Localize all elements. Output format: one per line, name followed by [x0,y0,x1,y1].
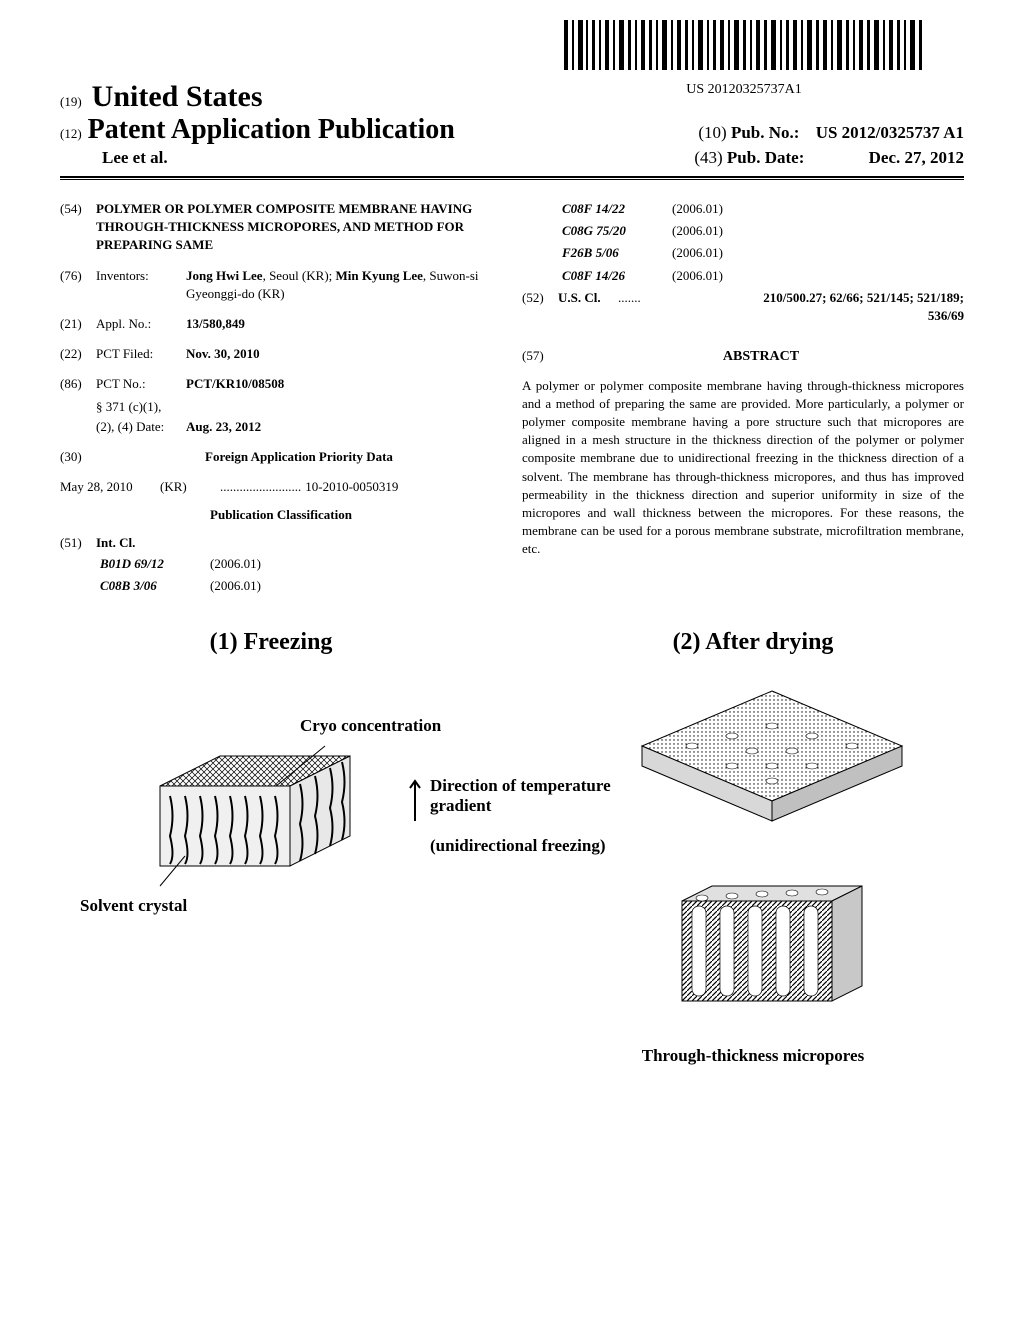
num-22: (22) [60,345,96,363]
pub-type: Patent Application Publication [88,114,455,146]
freezing-title: (1) Freezing [60,629,482,656]
divider-thick [60,176,964,178]
class-year-4: (2006.01) [672,244,752,262]
priority-country: (KR) [160,478,220,496]
field-51: (51) Int. Cl. [60,534,502,552]
priority-num: 10-2010-0050319 [305,478,398,496]
int-class-4: F26B 5/06 (2006.01) [562,244,964,262]
class-code-1: C08B 3/06 [100,577,210,595]
int-class-5: C08F 14/26 (2006.01) [562,267,964,285]
int-class-0: B01D 69/12 (2006.01) [100,555,502,573]
class-code-4: F26B 5/06 [562,244,672,262]
num-54: (54) [60,200,96,255]
priority-header: Foreign Application Priority Data [96,448,502,466]
appl-no-label: Appl. No.: [96,315,186,333]
int-class-1: C08B 3/06 (2006.01) [100,577,502,595]
abstract-text: A polymer or polymer composite membrane … [522,377,964,559]
field-30: (30) Foreign Application Priority Data [60,448,502,466]
field-76: (76) Inventors: Jong Hwi Lee, Seoul (KR)… [60,267,502,303]
field-86: (86) PCT No.: PCT/KR10/08508 [60,375,502,393]
cryo-label: Cryo concentration [300,716,441,736]
pct-filed: Nov. 30, 2010 [186,345,502,363]
num-43: (43) [694,148,722,167]
section-371: § 371 (c)(1), [96,398,161,416]
371-date: Aug. 23, 2012 [186,418,502,436]
pub-no: US 2012/0325737 A1 [816,123,964,142]
class-year-1: (2006.01) [210,577,290,595]
371-date-label: (2), (4) Date: [96,418,186,436]
inventors-label: Inventors: [96,267,186,303]
num-86: (86) [60,375,96,393]
patent-title: POLYMER OR POLYMER COMPOSITE MEMBRANE HA… [96,200,502,255]
abstract-header: ABSTRACT [558,347,964,367]
barcode-svg [564,20,924,75]
int-class-3: C08G 75/20 (2006.01) [562,222,964,240]
class-year-3: (2006.01) [672,222,752,240]
drying-title: (2) After drying [542,629,964,656]
num-12: (12) [60,126,82,142]
num-76: (76) [60,267,96,303]
left-column: (54) POLYMER OR POLYMER COMPOSITE MEMBRA… [60,200,502,599]
class-code-3: C08G 75/20 [562,222,672,240]
freezing-cube-svg [90,736,390,916]
arrow-svg [405,776,425,826]
field-86-sub1: § 371 (c)(1), [60,398,502,416]
pub-date: Dec. 27, 2012 [869,148,964,167]
num-51: (51) [60,534,96,552]
barcode: US 20120325737A1 [564,20,924,75]
appl-no: 13/580,849 [186,315,502,333]
field-54: (54) POLYMER OR POLYMER COMPOSITE MEMBRA… [60,200,502,255]
figures-section: (1) Freezing Cryo concentration [0,599,1024,1096]
figure-freezing: (1) Freezing Cryo concentration [60,629,482,1096]
class-year-5: (2006.01) [672,267,752,285]
authors: Lee et al. [102,148,168,168]
uscl-dots: ....... [618,289,641,325]
priority-row: May 28, 2010 (KR) ......................… [60,478,502,496]
field-21: (21) Appl. No.: 13/580,849 [60,315,502,333]
class-code-5: C08F 14/26 [562,267,672,285]
class-year-0: (2006.01) [210,555,290,573]
pub-date-label: Pub. Date: [727,148,804,167]
pct-filed-label: PCT Filed: [96,345,186,363]
class-year-2: (2006.01) [672,200,752,218]
right-column: C08F 14/22 (2006.01) C08G 75/20 (2006.01… [522,200,964,599]
country: United States [92,80,263,113]
barcode-number: US 20120325737A1 [564,82,924,98]
drying-cross-svg [662,876,882,1026]
field-52: (52) U.S. Cl. ....... 210/500.27; 62/66;… [522,289,964,325]
num-30: (30) [60,448,96,466]
num-19: (19) [60,94,82,109]
figure-drying: (2) After drying [542,629,964,1096]
pct-no-label: PCT No.: [96,375,186,393]
pct-no: PCT/KR10/08508 [186,375,502,393]
micropores-caption: Through-thickness micropores [542,1046,964,1066]
field-86-sub2: (2), (4) Date: Aug. 23, 2012 [60,418,502,436]
drying-top-svg [632,686,912,846]
pub-no-label: Pub. No.: [731,123,799,142]
priority-date: May 28, 2010 [60,478,160,496]
int-class-2: C08F 14/22 (2006.01) [562,200,964,218]
num-57: (57) [522,347,558,365]
num-21: (21) [60,315,96,333]
class-code-2: C08F 14/22 [562,200,672,218]
pub-class-header: Publication Classification [60,506,502,524]
priority-dots: ......................... [220,478,301,496]
content-columns: (54) POLYMER OR POLYMER COMPOSITE MEMBRA… [0,180,1024,599]
solvent-label: Solvent crystal [80,896,187,916]
class-code-0: B01D 69/12 [100,555,210,573]
int-cl-label: Int. Cl. [96,534,135,552]
field-22: (22) PCT Filed: Nov. 30, 2010 [60,345,502,363]
num-10: (10) [698,123,726,142]
uscl-label: U.S. Cl. [558,289,618,325]
num-52: (52) [522,289,558,325]
